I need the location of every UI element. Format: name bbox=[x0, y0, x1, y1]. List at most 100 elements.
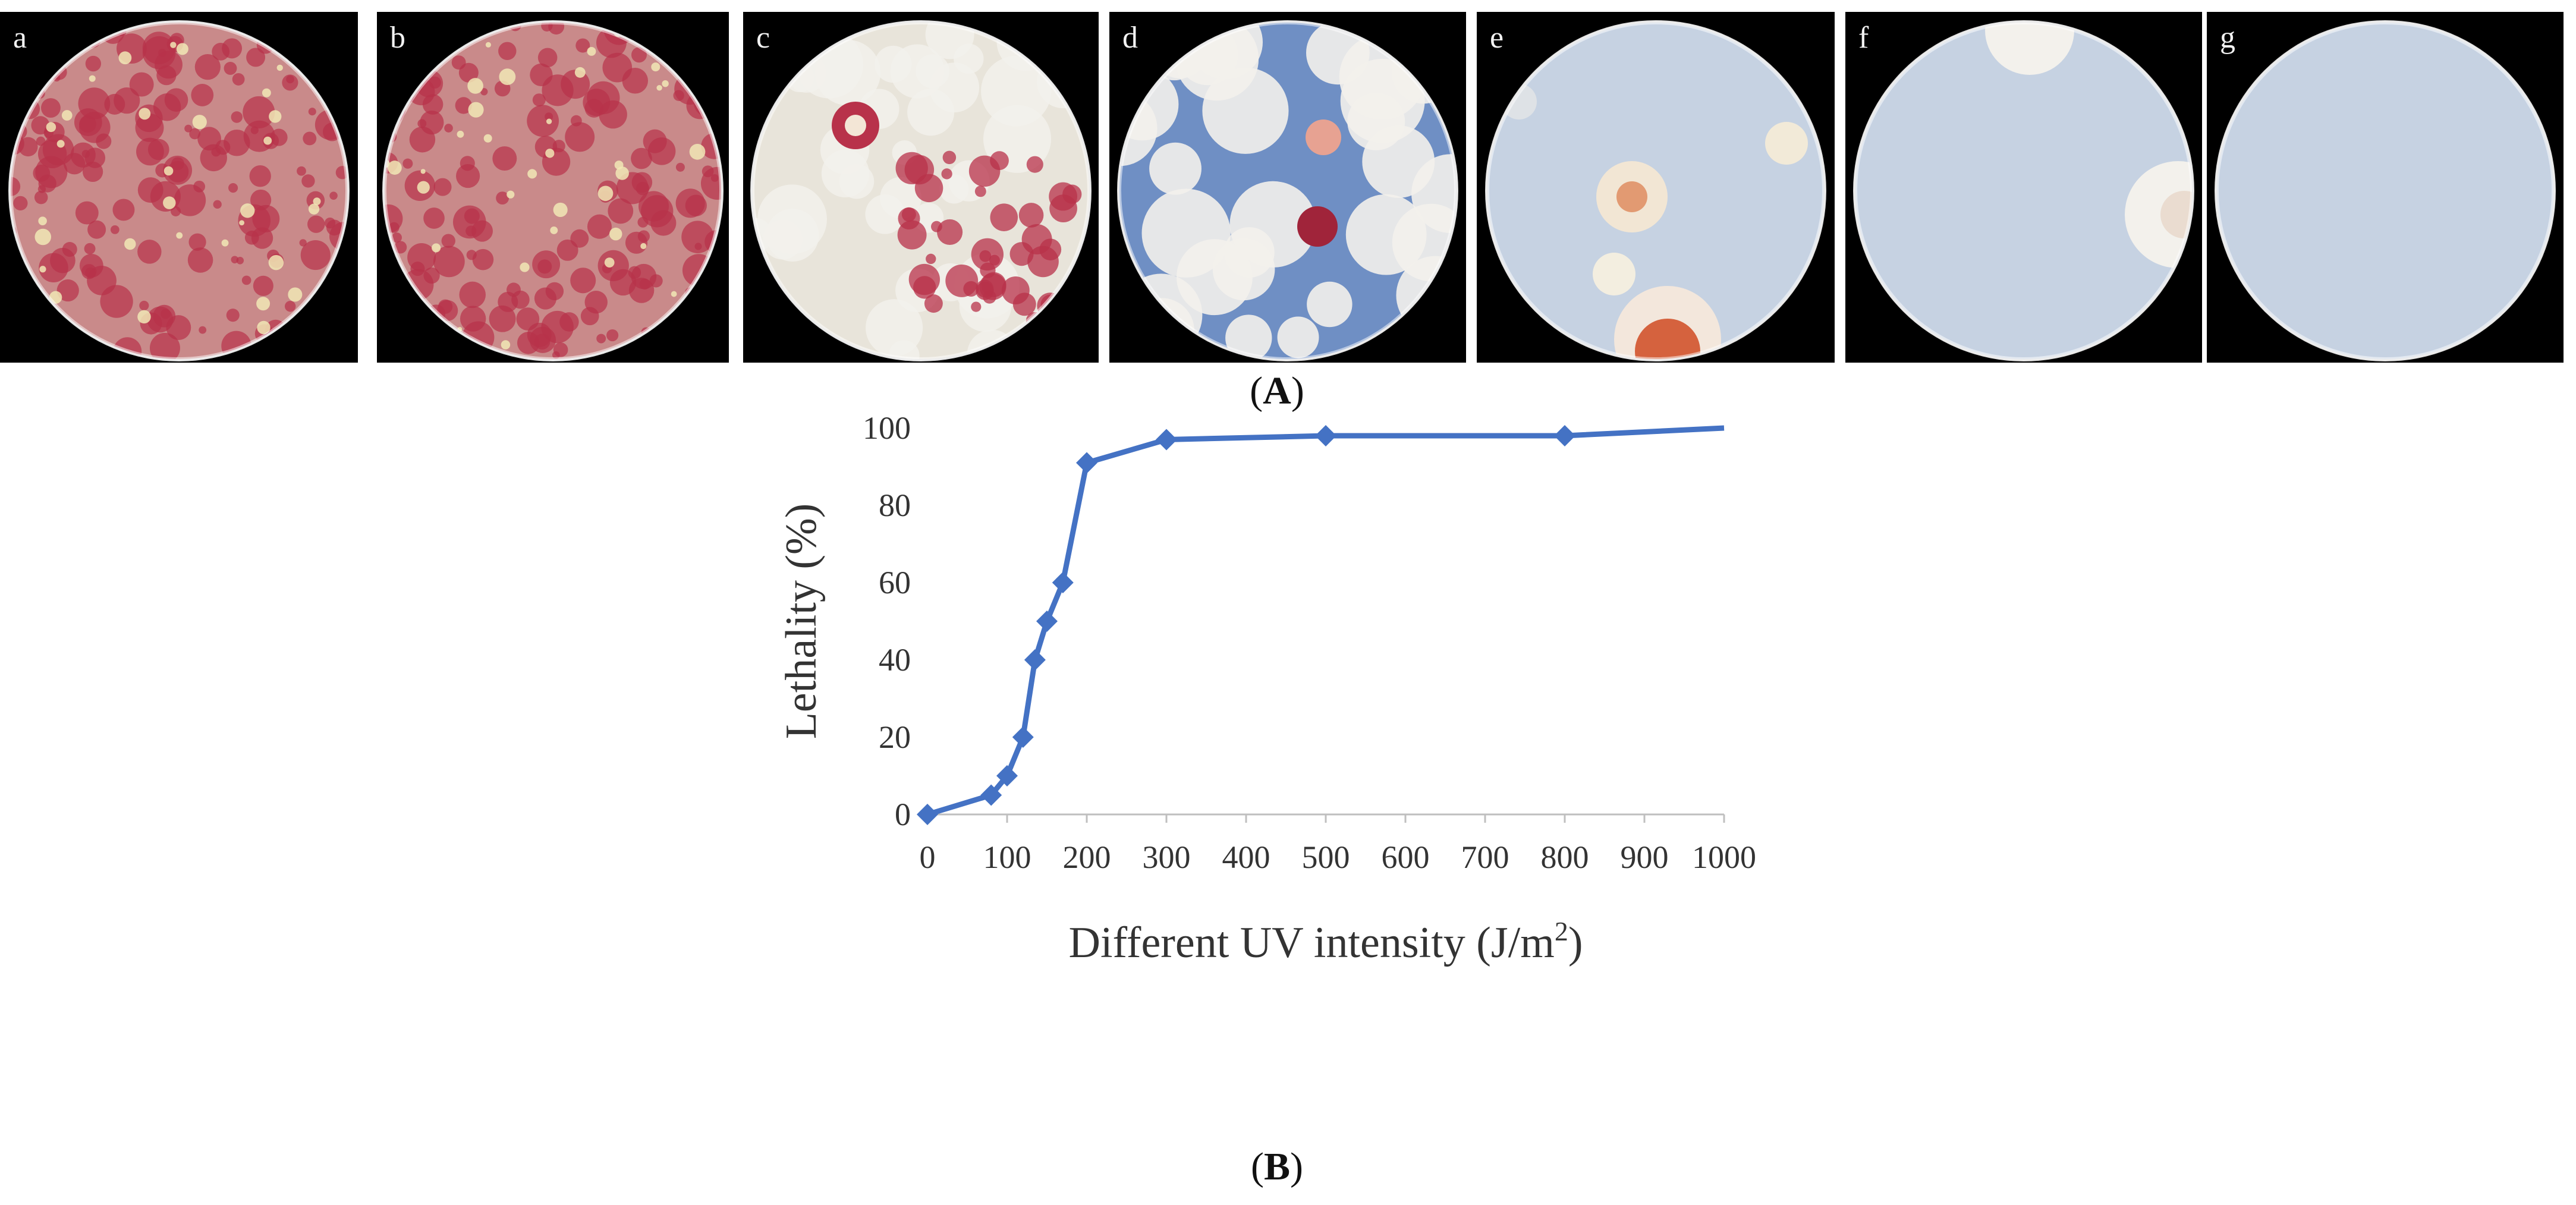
colony bbox=[262, 88, 271, 97]
colony bbox=[240, 203, 255, 218]
colony bbox=[282, 74, 298, 91]
colony bbox=[637, 216, 649, 228]
plate-label: c bbox=[756, 21, 770, 55]
colony bbox=[433, 246, 465, 278]
plate-label: d bbox=[1122, 21, 1138, 55]
colony bbox=[79, 253, 103, 278]
colony bbox=[221, 239, 229, 247]
colony bbox=[18, 137, 38, 157]
colony bbox=[575, 38, 590, 53]
colony bbox=[517, 332, 540, 354]
colony bbox=[156, 65, 177, 86]
colony bbox=[527, 169, 537, 179]
colony bbox=[404, 317, 435, 348]
colony bbox=[224, 129, 250, 156]
colony bbox=[507, 190, 515, 199]
colony bbox=[49, 58, 56, 66]
colony bbox=[499, 68, 516, 86]
x-tick-label: 100 bbox=[983, 839, 1031, 875]
colony bbox=[402, 158, 413, 169]
colony bbox=[329, 316, 344, 330]
colony bbox=[42, 134, 74, 166]
colony bbox=[587, 214, 612, 239]
data-point-marker bbox=[1076, 452, 1097, 474]
chart-series bbox=[917, 425, 1725, 825]
plate-photo-g: g bbox=[2207, 12, 2564, 363]
colony bbox=[284, 301, 296, 312]
data-point-marker bbox=[1024, 649, 1046, 671]
colony bbox=[709, 266, 721, 282]
colony bbox=[904, 155, 935, 185]
colony bbox=[1345, 194, 1427, 275]
colony bbox=[465, 23, 480, 37]
colony bbox=[990, 151, 1009, 171]
colony bbox=[570, 115, 582, 127]
x-tick-label: 200 bbox=[1063, 839, 1111, 875]
colony bbox=[496, 191, 509, 205]
colony bbox=[385, 273, 400, 292]
colony bbox=[898, 207, 920, 230]
colony bbox=[409, 126, 436, 153]
colony bbox=[451, 55, 466, 70]
colony bbox=[666, 29, 675, 37]
colony bbox=[651, 62, 660, 72]
colony bbox=[689, 144, 706, 160]
colony bbox=[608, 198, 634, 224]
data-point-marker bbox=[1315, 425, 1336, 446]
colony bbox=[976, 279, 994, 298]
colony bbox=[61, 110, 73, 121]
colony bbox=[631, 172, 653, 193]
colony-group bbox=[1501, 84, 1808, 359]
colony bbox=[546, 118, 552, 124]
colony bbox=[11, 268, 23, 287]
colony bbox=[492, 146, 517, 171]
colony bbox=[974, 185, 986, 197]
colony bbox=[184, 124, 193, 133]
data-point-marker bbox=[1052, 572, 1074, 593]
colony bbox=[213, 200, 222, 209]
colony bbox=[753, 23, 803, 62]
plate-image bbox=[1117, 20, 1458, 361]
y-tick-label: 80 bbox=[879, 487, 911, 523]
colony bbox=[246, 350, 251, 355]
colony bbox=[288, 338, 298, 348]
colony bbox=[1056, 23, 1089, 64]
colony bbox=[924, 294, 943, 313]
colony bbox=[414, 23, 426, 34]
colony bbox=[387, 350, 397, 359]
colony bbox=[231, 111, 243, 123]
colony bbox=[498, 291, 518, 312]
colony bbox=[456, 164, 480, 188]
dish-edge bbox=[1854, 21, 2194, 361]
colony bbox=[423, 207, 445, 229]
colony bbox=[192, 115, 207, 130]
colony bbox=[174, 184, 206, 216]
plate-label: e bbox=[1490, 21, 1504, 55]
colony bbox=[990, 203, 1018, 231]
colony bbox=[149, 332, 180, 359]
colony bbox=[1018, 203, 1044, 228]
colony bbox=[708, 307, 713, 313]
colony bbox=[1062, 313, 1089, 359]
colony bbox=[110, 225, 119, 234]
data-point-marker bbox=[1036, 611, 1058, 632]
x-tick-label: 700 bbox=[1461, 839, 1509, 875]
dish-agar bbox=[2217, 23, 2553, 359]
colony bbox=[688, 73, 701, 86]
x-axis-title-main: Different UV intensity (J/m bbox=[1069, 918, 1555, 967]
colony bbox=[565, 122, 595, 152]
colony bbox=[417, 181, 430, 194]
colony bbox=[845, 115, 866, 136]
colony bbox=[56, 140, 65, 148]
colony bbox=[79, 112, 111, 143]
colony bbox=[313, 197, 321, 206]
colony bbox=[139, 108, 151, 120]
x-tick-label: 0 bbox=[920, 839, 936, 875]
colony bbox=[545, 149, 555, 158]
colony bbox=[322, 23, 338, 31]
colony bbox=[710, 174, 719, 182]
x-tick-label: 400 bbox=[1222, 839, 1270, 875]
colony bbox=[62, 241, 77, 257]
colony bbox=[11, 76, 24, 92]
